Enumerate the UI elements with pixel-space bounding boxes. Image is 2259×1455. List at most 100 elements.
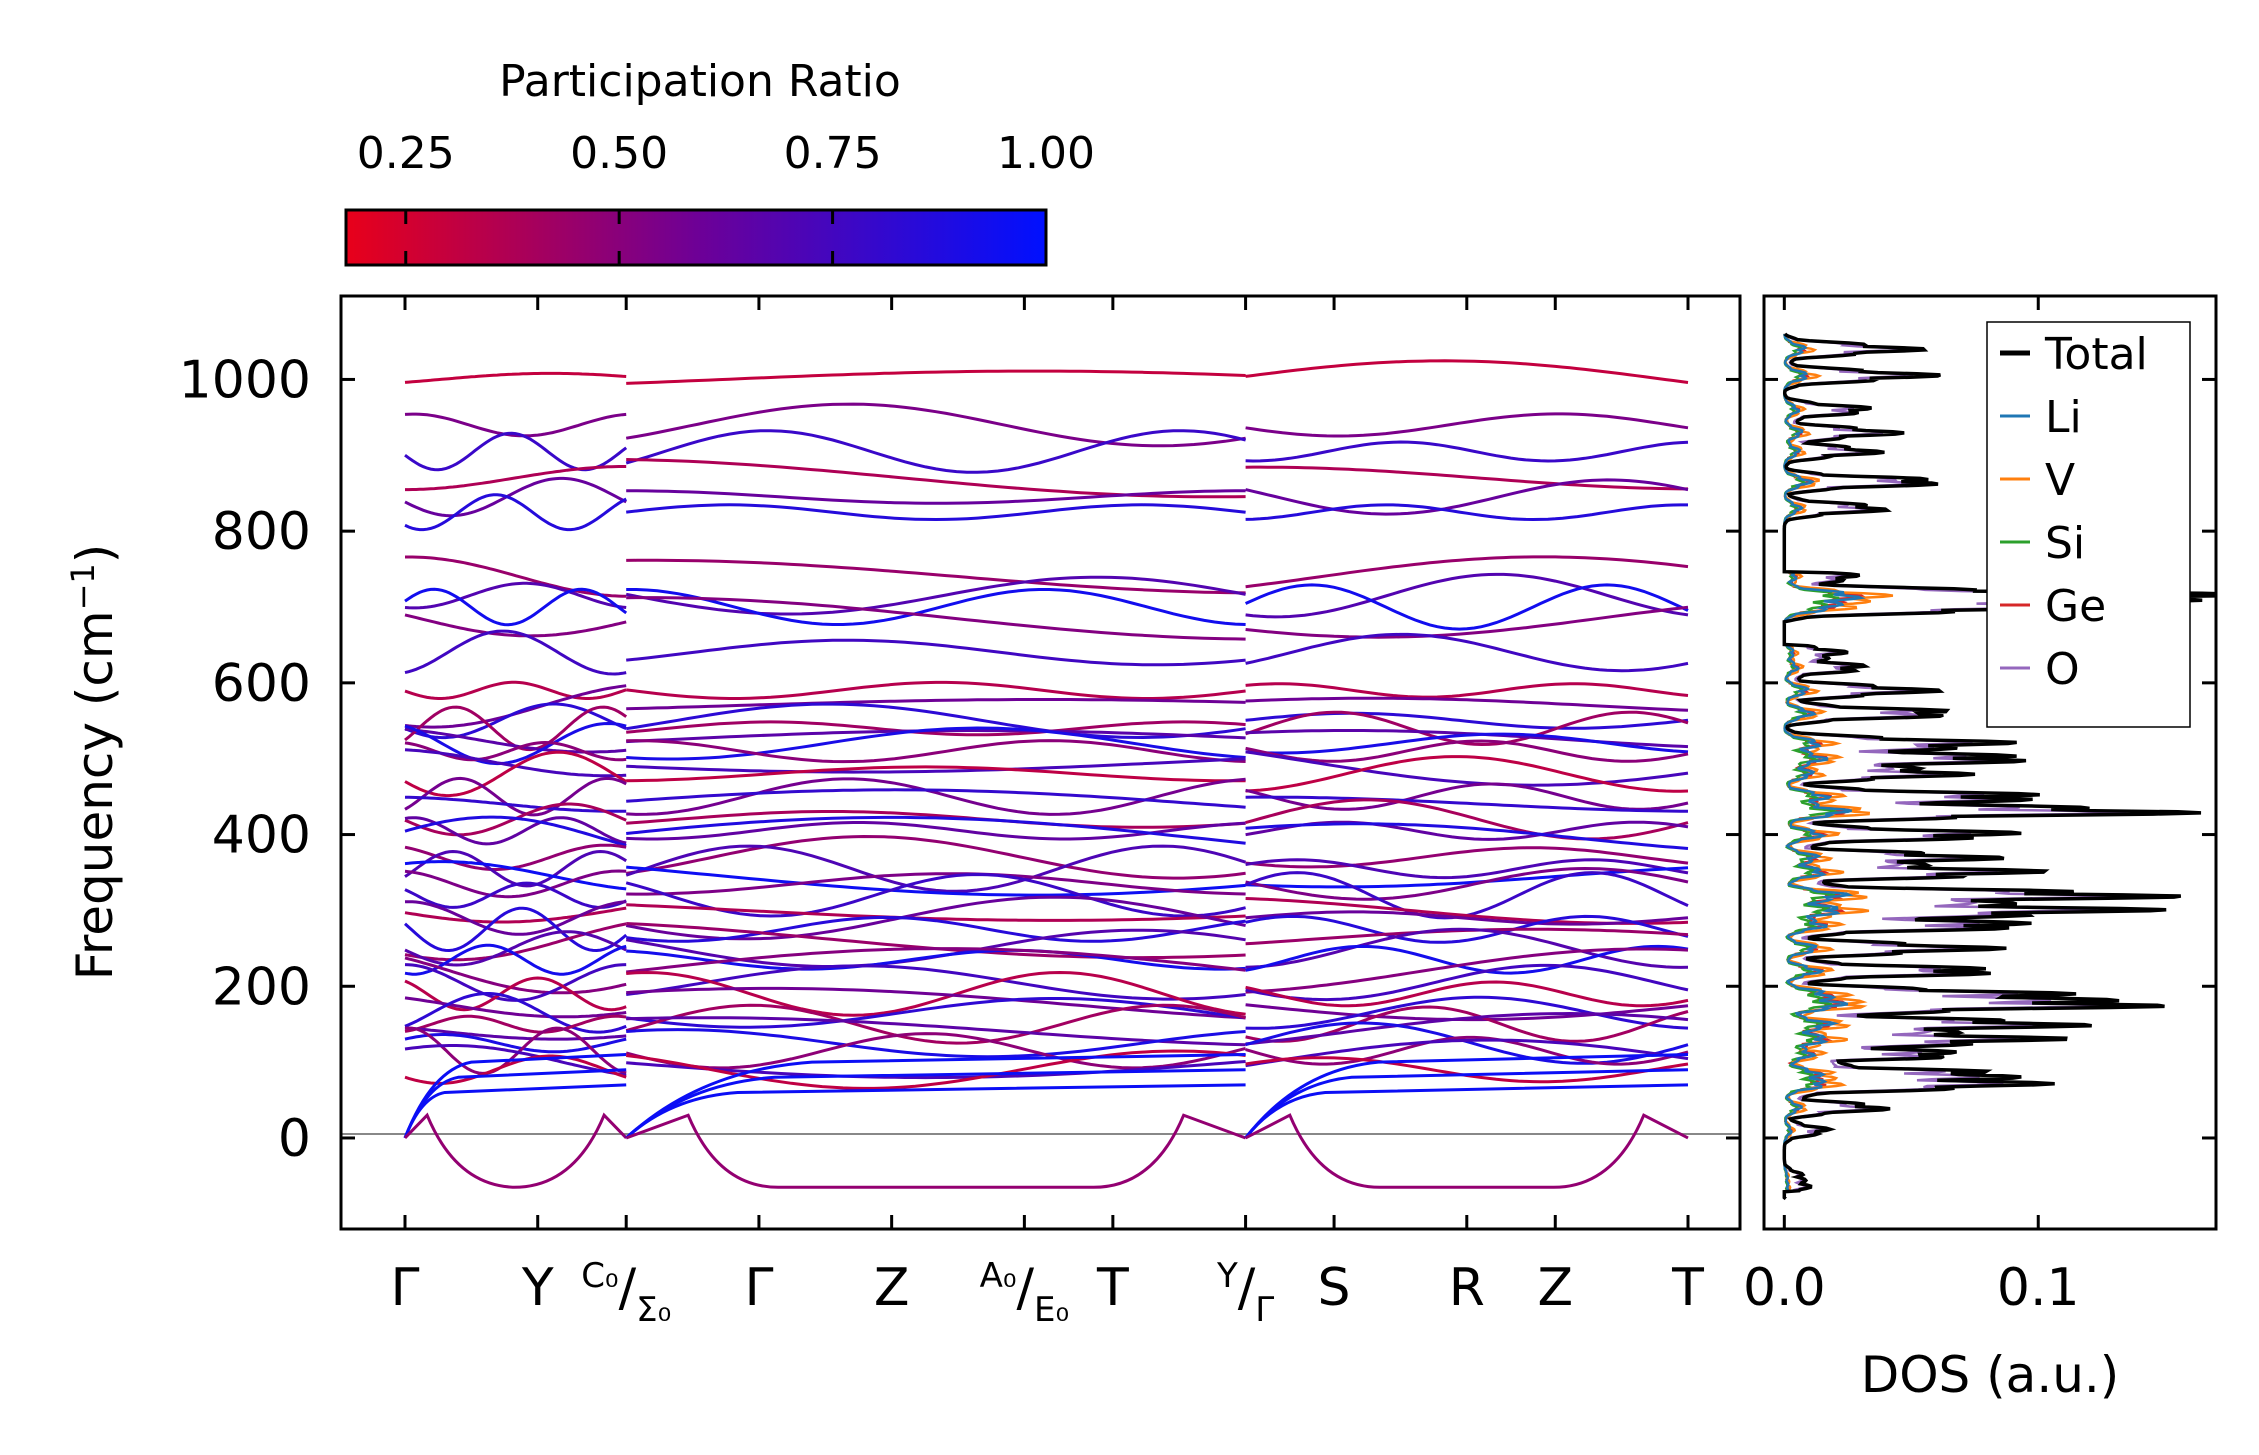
- phonon-band: [625, 575, 1246, 616]
- phonon-band: [626, 588, 1246, 626]
- colorbar-gradient: [344, 208, 1048, 267]
- phonon-band: [404, 493, 627, 532]
- phonon-band: [626, 757, 1246, 774]
- phonon-band: [1245, 605, 1689, 639]
- k-point-label: S: [1318, 1258, 1351, 1318]
- phonon-band: [626, 1060, 1246, 1080]
- phonon-band: [626, 369, 1246, 385]
- phonon-band: [404, 992, 627, 1034]
- phonon-band: [404, 963, 627, 1002]
- acoustic-band: [403, 1083, 627, 1139]
- imaginary-mode: [403, 1112, 628, 1189]
- frequency-axis: 0 200 400 600 800 1000: [179, 350, 1740, 1169]
- phonon-band: [1245, 866, 1689, 901]
- k-point-label: R: [1449, 1258, 1485, 1318]
- phonon-band: [625, 872, 1246, 918]
- legend-entry: Ge: [2045, 581, 2106, 632]
- phonon-band: [626, 970, 1246, 1017]
- dos-plot-frame: [1762, 294, 2218, 1231]
- phonon-band: [404, 587, 628, 627]
- phonon-band: [404, 795, 627, 813]
- phonon-band: [626, 503, 1246, 522]
- phonon-band: [404, 816, 627, 846]
- phonon-band: [625, 702, 1246, 740]
- dos-tick-label: 0.1: [1997, 1258, 2080, 1318]
- phonon-band: [404, 869, 627, 899]
- phonon-band: [404, 843, 627, 871]
- k-point-label: T: [1671, 1258, 1704, 1318]
- phonon-band: [404, 1026, 627, 1041]
- phonon-band: [404, 431, 628, 472]
- legend-entry: Si: [2045, 518, 2085, 569]
- phonon-band: [404, 750, 627, 798]
- acoustic-band: [625, 1053, 1246, 1140]
- phonon-band: [1245, 440, 1689, 463]
- phonon-band: [626, 698, 1246, 711]
- phonon-band: [1245, 710, 1689, 747]
- phonon-band: [1245, 555, 1689, 589]
- phonon-band: [1245, 732, 1689, 755]
- frequency-tick-label: 0: [278, 1109, 311, 1169]
- phonon-band: [1245, 632, 1689, 673]
- phonon-band: [1245, 503, 1688, 522]
- phonon-band: [405, 465, 627, 492]
- phonon-band: [626, 558, 1246, 595]
- phonon-band: [626, 997, 1246, 1029]
- phonon-band: [404, 371, 627, 384]
- phonon-band: [1245, 572, 1689, 619]
- phonon-band: [404, 900, 627, 936]
- phonon-band: [404, 684, 627, 729]
- phonon-band: [625, 1032, 1246, 1070]
- dos-tick-label: 0.0: [1743, 1258, 1826, 1318]
- dos-axes: 0.0 0.1: [1743, 296, 2216, 1318]
- phonon-bands: [403, 359, 1689, 1189]
- phonon-band: [1245, 1038, 1689, 1068]
- legend-entry: O: [2045, 644, 2080, 695]
- phonon-band: [404, 943, 627, 976]
- phonon-band: [1245, 359, 1689, 384]
- phonon-band: [1245, 866, 1689, 889]
- phonon-band: [404, 906, 628, 953]
- legend-entry: Li: [2045, 392, 2082, 443]
- phonon-band: [1245, 478, 1689, 516]
- k-point-label: A₀/E₀: [980, 1256, 1070, 1330]
- phonon-band: [626, 680, 1246, 700]
- legend-entry: Total: [2044, 329, 2148, 380]
- band-plot-frame: [339, 294, 1742, 1231]
- phonon-band: [1245, 798, 1689, 841]
- phonon-band: [1245, 750, 1689, 787]
- phonon-band: [626, 903, 1246, 922]
- phonon-band: [405, 555, 627, 598]
- phonon-band: [404, 581, 627, 610]
- k-point-label: T: [1096, 1258, 1129, 1318]
- phonon-band: [404, 815, 627, 847]
- phonon-band: [404, 906, 627, 924]
- dos-axis-title: DOS (a.u.): [1861, 1346, 2120, 1404]
- colorbar: Participation Ratio 0.25 0.50 0.75 1.00: [344, 56, 1095, 267]
- phonon-band: [404, 976, 627, 1012]
- phonon-band: [626, 489, 1246, 505]
- phonon-band: [404, 476, 627, 518]
- k-point-label: Γ: [744, 1258, 773, 1318]
- phonon-band: [404, 721, 627, 766]
- acoustic-band: [625, 1083, 1246, 1140]
- k-point-label: Y: [521, 1258, 554, 1318]
- phonon-band: [626, 872, 1246, 896]
- phonon-band: [626, 726, 1246, 761]
- phonon-band: [404, 956, 627, 995]
- phonon-band: [626, 986, 1246, 1020]
- frequency-tick-label: 400: [212, 806, 311, 866]
- phonon-band: [1245, 944, 1689, 975]
- phonon-band: [404, 680, 627, 700]
- phonon-band: [626, 865, 1246, 897]
- phonon-band: [404, 727, 627, 754]
- phonon-band: [1245, 465, 1688, 491]
- phonon-band: [1245, 947, 1689, 994]
- acoustic-band: [1244, 1083, 1689, 1139]
- phonon-band: [626, 821, 1246, 841]
- phonon-band: [1244, 583, 1689, 631]
- phonon-band: [626, 964, 1246, 1001]
- legend-entry: V: [2045, 455, 2075, 506]
- phonon-band: [404, 881, 627, 909]
- frequency-tick-label: 600: [212, 654, 311, 714]
